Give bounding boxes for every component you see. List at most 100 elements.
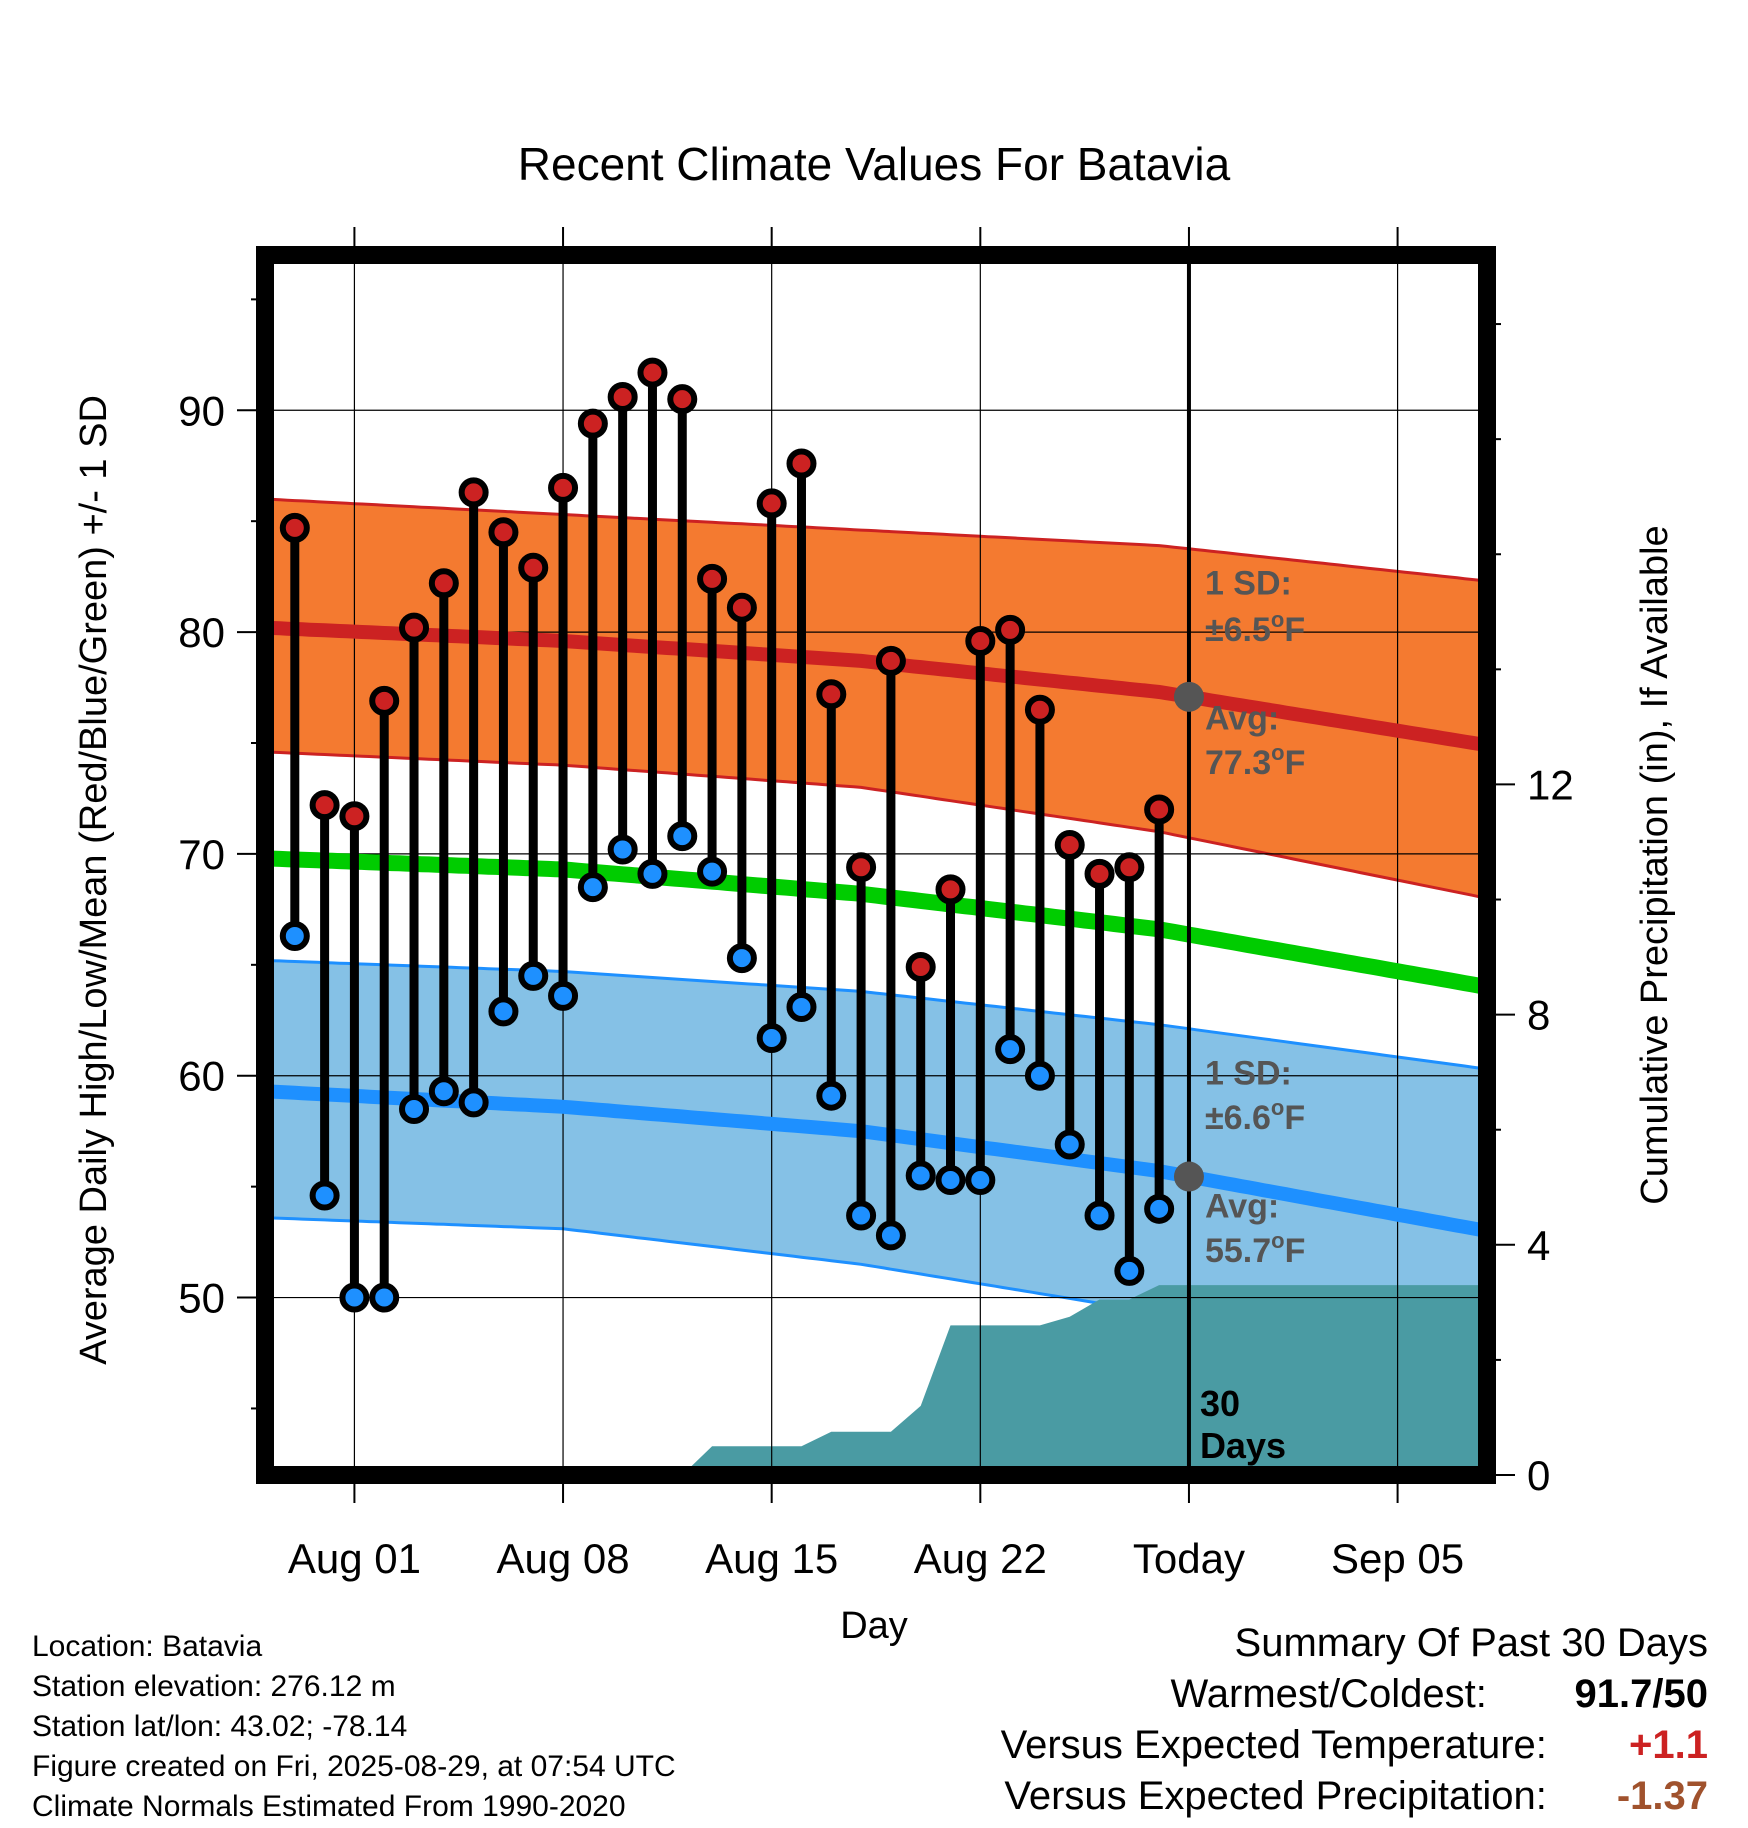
obs-high-point bbox=[965, 625, 996, 656]
obs-low-point bbox=[756, 1023, 787, 1054]
high-band-lower bbox=[265, 750, 1487, 900]
obs-low-point bbox=[369, 1282, 400, 1313]
obs-low-point bbox=[339, 1282, 370, 1313]
obs-high-point bbox=[846, 852, 877, 883]
x-tick-label: Today bbox=[1133, 1535, 1245, 1582]
obs-low-point bbox=[1144, 1193, 1175, 1224]
obs-high-point bbox=[488, 517, 519, 548]
obs-high-point bbox=[399, 612, 430, 643]
obs-high-point bbox=[637, 357, 668, 388]
x-axis-title: Day bbox=[840, 1605, 908, 1647]
obs-high-point bbox=[458, 477, 489, 508]
x-tick-label: Aug 22 bbox=[914, 1535, 1047, 1582]
obs-low-point bbox=[458, 1087, 489, 1118]
summary-heading: Summary Of Past 30 Days bbox=[1234, 1621, 1708, 1665]
y-tick-label: 70 bbox=[178, 831, 225, 878]
y-axis-title: Average Daily High/Low/Mean (Red/Blue/Gr… bbox=[73, 395, 115, 1365]
high-sd-band bbox=[265, 499, 1487, 899]
obs-high-point bbox=[1084, 858, 1115, 889]
summary-temp-row: Versus Expected Temperature: +1.1 bbox=[1001, 1720, 1708, 1771]
summary-temp-label: Versus Expected Temperature: bbox=[1000, 1723, 1547, 1767]
low-sd-band bbox=[265, 960, 1487, 1382]
normal-mean-line bbox=[265, 850, 1487, 995]
obs-low-point bbox=[518, 960, 549, 991]
obs-high-point bbox=[935, 874, 966, 905]
obs-high-point bbox=[339, 801, 370, 832]
obs-low-point bbox=[667, 821, 698, 852]
obs-low-point bbox=[995, 1034, 1026, 1065]
y2-tick-label: 4 bbox=[1527, 1222, 1550, 1269]
y2-axis-title: Cumulative Precipitation (in), If Availa… bbox=[1634, 525, 1676, 1204]
days-label-text: Days bbox=[1200, 1425, 1286, 1466]
high-sd-label: 1 SD: bbox=[1205, 564, 1292, 602]
obs-low-point bbox=[577, 872, 608, 903]
y2-tick-label: 0 bbox=[1527, 1452, 1550, 1499]
summary-precip-value: -1.37 bbox=[1616, 1774, 1708, 1818]
obs-low-point bbox=[875, 1220, 906, 1251]
obs-high-point bbox=[577, 408, 608, 439]
x-tick-label: Aug 01 bbox=[288, 1535, 421, 1582]
summary-warmest-label: Warmest/Coldest: bbox=[1170, 1672, 1487, 1716]
obs-high-point bbox=[786, 448, 817, 479]
chart-title: Recent Climate Values For Batavia bbox=[518, 138, 1231, 190]
obs-high-point bbox=[905, 952, 936, 983]
high-band-upper bbox=[265, 497, 1487, 583]
summary-precip-label: Versus Expected Precipitation: bbox=[1004, 1774, 1547, 1818]
obs-high-point bbox=[369, 685, 400, 716]
obs-high-point bbox=[1054, 830, 1085, 861]
obs-high-point bbox=[816, 679, 847, 710]
obs-low-point bbox=[816, 1080, 847, 1111]
y2-tick-label: 8 bbox=[1527, 992, 1550, 1039]
obs-low-point bbox=[607, 834, 638, 865]
summary-precip-row: Versus Expected Precipitation: -1.37 bbox=[1001, 1771, 1708, 1822]
station-info: Location: Batavia Station elevation: 276… bbox=[32, 1627, 676, 1827]
obs-low-point bbox=[548, 980, 579, 1011]
obs-high-point bbox=[726, 592, 757, 623]
obs-high-point bbox=[1114, 852, 1145, 883]
obs-low-point bbox=[786, 991, 817, 1022]
obs-high-point bbox=[548, 472, 579, 503]
y-tick-label: 80 bbox=[178, 609, 225, 656]
x-tick-label: Aug 08 bbox=[496, 1535, 629, 1582]
low-avg-label: Avg: bbox=[1205, 1188, 1279, 1226]
info-normals: Climate Normals Estimated From 1990-2020 bbox=[32, 1790, 626, 1823]
obs-high-point bbox=[995, 614, 1026, 645]
obs-high-point bbox=[279, 512, 310, 543]
obs-low-point bbox=[846, 1200, 877, 1231]
obs-low-point bbox=[309, 1180, 340, 1211]
plot-frame bbox=[256, 246, 1496, 1484]
today-high-marker bbox=[1173, 681, 1204, 712]
obs-low-point bbox=[1084, 1200, 1115, 1231]
y2-tick-label: 12 bbox=[1527, 761, 1574, 808]
high-avg-value: 77.3oF bbox=[1205, 740, 1305, 782]
obs-high-point bbox=[607, 381, 638, 412]
obs-high-point bbox=[309, 790, 340, 821]
obs-low-point bbox=[279, 920, 310, 951]
obs-high-point bbox=[518, 552, 549, 583]
y-tick-label: 90 bbox=[178, 387, 225, 434]
obs-low-point bbox=[905, 1160, 936, 1191]
high-sd-value: ±6.5oF bbox=[1205, 607, 1305, 649]
obs-high-point bbox=[756, 488, 787, 519]
summary-temp-value: +1.1 bbox=[1629, 1723, 1708, 1767]
high-avg-label: Avg: bbox=[1205, 700, 1279, 738]
x-tick-label: Sep 05 bbox=[1331, 1535, 1464, 1582]
obs-high-point bbox=[667, 384, 698, 415]
info-elevation: Station elevation: 276.12 m bbox=[32, 1670, 396, 1703]
days-label-number: 30 bbox=[1200, 1383, 1240, 1424]
obs-low-point bbox=[965, 1164, 996, 1195]
summary-warmest-row: Warmest/Coldest: 91.7/50 bbox=[1001, 1669, 1709, 1720]
y-tick-label: 60 bbox=[178, 1053, 225, 1100]
obs-low-point bbox=[697, 856, 728, 887]
obs-low-point bbox=[637, 858, 668, 889]
obs-low-point bbox=[428, 1076, 459, 1107]
obs-low-point bbox=[399, 1094, 430, 1124]
low-avg-value: 55.7oF bbox=[1205, 1228, 1305, 1270]
precip-area bbox=[265, 1285, 1487, 1475]
low-sd-label: 1 SD: bbox=[1205, 1055, 1292, 1093]
obs-high-point bbox=[697, 563, 728, 594]
summary-warmest-value: 91.7/50 bbox=[1574, 1672, 1708, 1716]
